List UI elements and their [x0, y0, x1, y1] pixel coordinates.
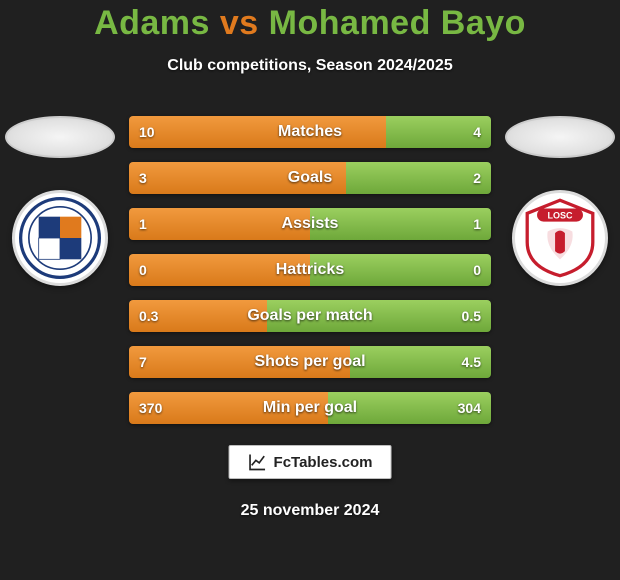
source-badge: FcTables.com: [229, 445, 392, 479]
metric-row: 370304Min per goal: [129, 392, 491, 424]
player2-value: 0: [463, 254, 491, 286]
player2-value: 4.5: [452, 346, 491, 378]
player1-value: 10: [129, 116, 165, 148]
player1-bar-segment: [129, 162, 346, 194]
player1-value: 1: [129, 208, 157, 240]
player2-photo-placeholder: [505, 116, 615, 158]
player1-value: 0.3: [129, 300, 168, 332]
crest-left-icon: [19, 197, 101, 279]
montpellier-crest: [12, 190, 108, 286]
player1-bar-segment: [129, 116, 386, 148]
player2-value: 4: [463, 116, 491, 148]
player1-photo-placeholder: [5, 116, 115, 158]
metric-row: 0.30.5Goals per match: [129, 300, 491, 332]
player2-value: 2: [463, 162, 491, 194]
svg-text:LOSC: LOSC: [547, 210, 573, 220]
comparison-title: Adams vs Mohamed Bayo: [0, 0, 620, 43]
chart-icon: [248, 452, 268, 472]
metric-row: 74.5Shots per goal: [129, 346, 491, 378]
player1-value: 370: [129, 392, 172, 424]
player2-name: Mohamed Bayo: [269, 4, 526, 42]
metric-row: 104Matches: [129, 116, 491, 148]
player2-value: 304: [448, 392, 491, 424]
metric-bars: 104Matches32Goals11Assists00Hattricks0.3…: [129, 116, 491, 424]
date-line: 25 november 2024: [0, 502, 620, 520]
right-player-column: LOSC: [500, 116, 620, 286]
crest-right-icon: LOSC: [519, 197, 601, 279]
metric-row: 32Goals: [129, 162, 491, 194]
player2-value: 0.5: [452, 300, 491, 332]
comparison-area: LOSC 104Matches32Goals11Assists00Hattric…: [0, 116, 620, 438]
player1-value: 3: [129, 162, 157, 194]
player2-value: 1: [463, 208, 491, 240]
lille-losc-crest: LOSC: [512, 190, 608, 286]
left-player-column: [0, 116, 120, 286]
player1-value: 7: [129, 346, 157, 378]
vs-label: vs: [220, 4, 259, 42]
player1-name: Adams: [94, 4, 210, 42]
metric-row: 11Assists: [129, 208, 491, 240]
metric-row: 00Hattricks: [129, 254, 491, 286]
player1-value: 0: [129, 254, 157, 286]
player1-bar-segment: [129, 346, 350, 378]
source-text: FcTables.com: [274, 454, 373, 471]
season-subtitle: Club competitions, Season 2024/2025: [0, 57, 620, 75]
